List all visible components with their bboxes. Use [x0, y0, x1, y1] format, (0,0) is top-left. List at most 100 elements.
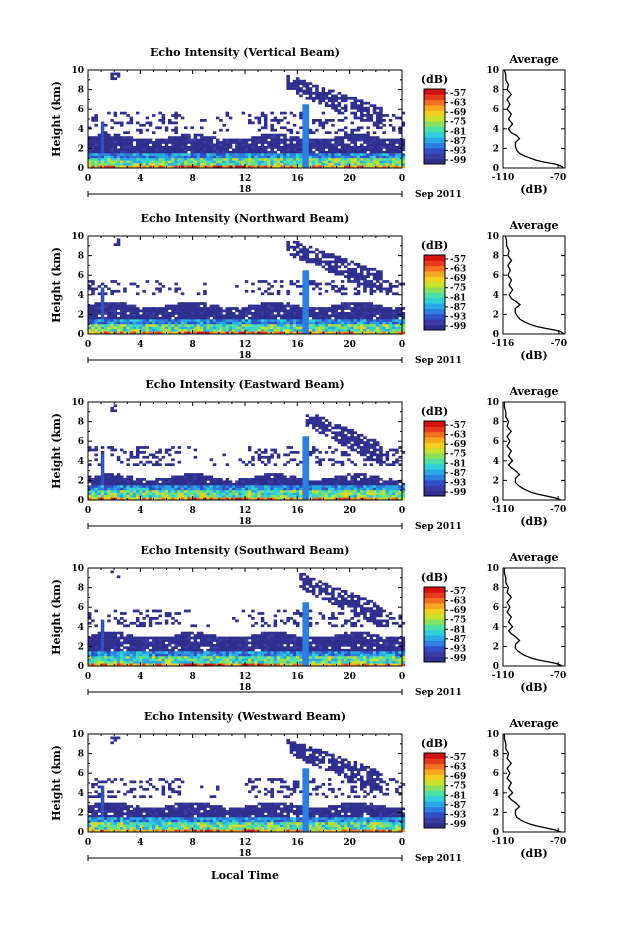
heatmap-cell	[142, 485, 146, 488]
heatmap-cell	[123, 478, 127, 481]
profile-y-tick-label: 10	[486, 66, 499, 76]
heatmap-cell	[338, 480, 342, 483]
heatmap-cell	[379, 317, 383, 320]
heatmap-cell	[171, 458, 175, 461]
heatmap-cell	[229, 485, 233, 488]
heatmap-cell	[178, 485, 182, 488]
heatmap-cell	[293, 324, 297, 327]
heatmap-cell	[373, 136, 377, 139]
heatmap-cell	[203, 119, 207, 122]
heatmap-cell	[242, 151, 246, 154]
heatmap-cell	[165, 144, 169, 147]
heatmap-cell	[184, 134, 188, 137]
heatmap-cell	[328, 495, 332, 498]
heatmap-cell	[290, 141, 294, 144]
heatmap-cell	[277, 136, 281, 139]
heatmap-cell	[379, 458, 383, 461]
heatmap-cell	[322, 312, 326, 315]
heatmap-cell	[222, 151, 226, 154]
heatmap-cell	[299, 82, 303, 85]
heatmap-cell	[344, 151, 348, 154]
heatmap-cell	[357, 290, 361, 293]
heatmap-cell	[373, 305, 377, 308]
heatmap-cell	[318, 148, 322, 151]
heatmap-cell	[376, 461, 380, 464]
heatmap-cell	[229, 495, 233, 498]
heatmap-cell	[187, 148, 191, 151]
heatmap-cell	[254, 483, 258, 486]
heatmap-cell	[392, 158, 396, 161]
heatmap-cell	[341, 490, 345, 493]
heatmap-cell	[197, 314, 201, 317]
heatmap-cell	[370, 317, 374, 320]
colorbar-unit: (dB)	[421, 239, 448, 252]
heatmap-cell	[366, 327, 370, 330]
heatmap-cell	[350, 485, 354, 488]
heatmap-cell	[398, 329, 402, 332]
heatmap-cell	[270, 478, 274, 481]
heatmap-cell	[334, 148, 338, 151]
heatmap-cell	[277, 493, 281, 496]
heatmap-cell	[325, 434, 329, 437]
heatmap-cell	[146, 122, 150, 125]
y-tick-label: 8	[78, 252, 84, 262]
heatmap-cell	[184, 488, 188, 491]
heatmap-cell	[114, 310, 118, 313]
heatmap-cell	[322, 480, 326, 483]
heatmap-cell	[258, 495, 262, 498]
heatmap-cell	[258, 151, 262, 154]
heatmap-cell	[376, 136, 380, 139]
heatmap-cell	[338, 427, 342, 430]
heatmap-cell	[306, 161, 310, 164]
profile-x-tick-label: -110	[492, 173, 515, 183]
heatmap-cell	[107, 153, 111, 156]
heatmap-cell	[398, 495, 402, 498]
heatmap-cell	[200, 163, 204, 166]
heatmap-cell	[299, 126, 303, 129]
heatmap-cell	[370, 156, 374, 159]
heatmap-cell	[325, 261, 329, 264]
heatmap-cell	[398, 485, 402, 488]
heatmap-cell	[331, 146, 335, 149]
heatmap-cell	[88, 153, 92, 156]
heatmap-cell	[94, 288, 98, 291]
heatmap-cell	[133, 327, 137, 330]
heatmap-cell	[280, 310, 284, 313]
heatmap-cell	[238, 312, 242, 315]
heatmap-cell	[200, 485, 204, 488]
heatmap-cell	[302, 310, 306, 313]
heatmap-cell	[283, 307, 287, 310]
heatmap-cell	[242, 156, 246, 159]
heatmap-cell	[280, 285, 284, 288]
heatmap-cell	[386, 458, 390, 461]
heatmap-cell	[155, 461, 159, 464]
heatmap-cell	[107, 661, 111, 664]
heatmap-cell	[120, 305, 124, 308]
heatmap-cell	[149, 146, 153, 149]
heatmap-cell	[254, 317, 258, 320]
heatmap-cell	[357, 327, 361, 330]
heatmap-cell	[219, 314, 223, 317]
heatmap-cell	[344, 292, 348, 295]
heatmap-cell	[382, 461, 386, 464]
heatmap-cell	[357, 302, 361, 305]
heatmap-cell	[347, 97, 351, 100]
heatmap-cell	[386, 148, 390, 151]
heatmap-cell	[331, 431, 335, 434]
heatmap-cell	[94, 480, 98, 483]
heatmap-cell	[235, 490, 239, 493]
heatmap-cell	[98, 156, 102, 159]
heatmap-cell	[306, 290, 310, 293]
profile-x-tick-label: -116	[492, 339, 515, 349]
heatmap-cell	[123, 322, 127, 325]
heatmap-cell	[104, 661, 108, 664]
heatmap-cell	[277, 290, 281, 293]
heatmap-cell	[318, 144, 322, 147]
heatmap-cell	[139, 485, 143, 488]
heatmap-cell	[296, 243, 300, 246]
heatmap-cell	[258, 148, 262, 151]
heatmap-cell	[139, 480, 143, 483]
heatmap-cell	[325, 158, 329, 161]
heatmap-cell	[126, 158, 129, 161]
heatmap-cell	[210, 163, 214, 166]
